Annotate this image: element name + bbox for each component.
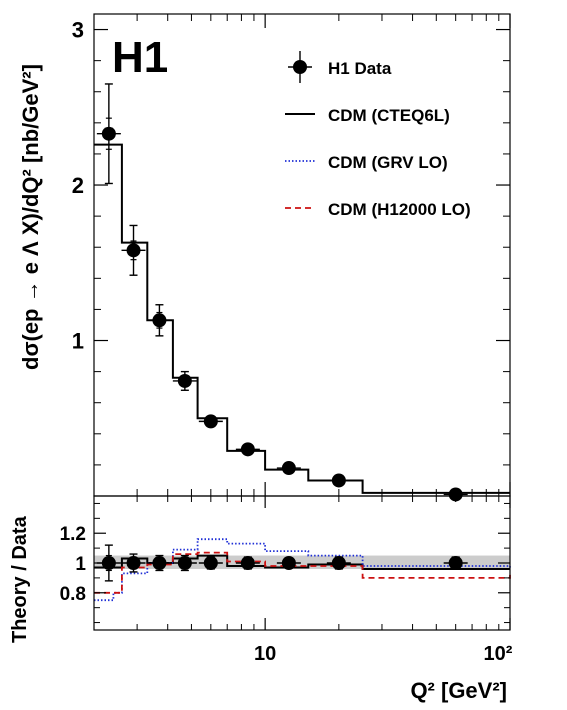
lower-histograms	[94, 538, 511, 602]
upper-axis-ticks: 1 2 3	[72, 14, 511, 496]
legend-item: CDM (GRV LO)	[285, 153, 448, 172]
x-axis-label: Q² [GeV²]	[410, 678, 507, 703]
data-point	[172, 554, 197, 572]
data-point	[96, 83, 121, 185]
data-point	[443, 556, 468, 570]
upper-frame	[93, 13, 511, 497]
data-marker	[281, 461, 296, 476]
data-marker	[101, 126, 116, 141]
data-marker	[281, 556, 296, 570]
data-marker	[448, 556, 463, 570]
data-point	[235, 556, 260, 570]
y-tick-label: 2	[72, 173, 84, 198]
data-point	[326, 473, 351, 488]
data-marker	[152, 556, 167, 570]
lower-panel: 0.8 1 1.2 10 10² Theory / Data Q² [GeV²]	[9, 495, 513, 703]
data-point	[172, 370, 197, 391]
data-marker	[240, 442, 255, 457]
data-marker	[126, 556, 141, 570]
legend-label: CDM (H12000 LO)	[328, 200, 471, 219]
data-point	[198, 414, 223, 429]
series-line-cdm-grv-lo	[94, 538, 511, 602]
data-point	[276, 461, 301, 476]
data-marker	[448, 487, 463, 502]
legend: H1 Data CDM (CTEQ6L) CDM (GRV LO) CDM (H120…	[285, 51, 471, 219]
legend-label: CDM (GRV LO)	[328, 153, 448, 172]
data-point	[443, 487, 468, 502]
lower-y-axis-label: Theory / Data	[9, 515, 31, 643]
data-point	[121, 553, 146, 573]
y-tick-label: 3	[72, 18, 84, 43]
data-point	[326, 556, 351, 570]
data-point	[235, 442, 260, 457]
data-marker	[203, 414, 218, 429]
data-marker	[331, 473, 346, 488]
lower-axis-ticks: 0.8 1 1.2 10 10²	[60, 496, 513, 665]
legend-item: CDM (CTEQ6L)	[285, 106, 450, 125]
upper-y-axis-label: dσ(ep → e Λ X)/dQ² [nb/GeV²]	[18, 64, 43, 370]
legend-item: CDM (H12000 LO)	[285, 200, 471, 219]
y-tick-label: 1.2	[60, 524, 86, 545]
legend-label: H1 Data	[328, 59, 392, 78]
y-tick-label: 1	[75, 554, 86, 575]
data-marker	[203, 556, 218, 570]
experiment-label: H1	[112, 33, 168, 82]
data-point	[121, 224, 146, 276]
data-point	[276, 556, 301, 570]
series-line-cdm-h12000-lo	[94, 551, 511, 594]
data-point	[198, 556, 223, 570]
upper-data-points	[96, 83, 468, 502]
legend-marker-point	[293, 60, 307, 74]
y-tick-label: 1	[72, 329, 84, 354]
x-tick-label: 10²	[484, 643, 513, 665]
y-tick-label: 0.8	[60, 584, 86, 605]
data-marker	[177, 556, 192, 570]
legend-item: H1 Data	[288, 51, 392, 83]
data-marker	[177, 373, 192, 388]
legend-label: CDM (CTEQ6L)	[328, 106, 450, 125]
data-marker	[101, 556, 116, 570]
data-marker	[331, 556, 346, 570]
data-marker	[240, 556, 255, 570]
x-tick-label: 10	[254, 643, 276, 665]
series-line-cdm-cteq6l	[94, 554, 510, 570]
data-marker	[152, 313, 167, 328]
data-marker	[126, 243, 141, 258]
data-point	[147, 554, 172, 572]
lower-data-points	[96, 544, 468, 582]
data-point	[147, 304, 172, 337]
upper-panel: 1 2 3 H1 H1 Data CDM (CTEQ6L) CDM (GRV LO) CD…	[18, 13, 511, 502]
